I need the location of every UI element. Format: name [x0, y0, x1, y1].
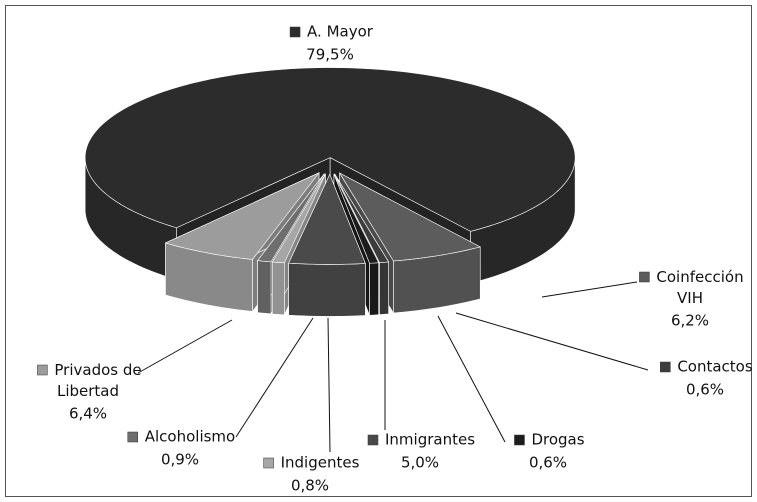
- category-label: A. Mayor: [307, 23, 374, 41]
- slice-top: [334, 173, 390, 263]
- leader-line: [455, 312, 649, 371]
- leader-line: [137, 319, 233, 374]
- leader-line: [327, 317, 331, 453]
- category-label: Inmigrantes: [385, 431, 475, 449]
- slice-top: [257, 173, 325, 263]
- category-label: Privados de Libertad: [54, 361, 141, 400]
- leader-line: [437, 315, 506, 443]
- legend-swatch: [263, 457, 274, 469]
- legend-swatch: [660, 361, 671, 373]
- slice-top: [84, 67, 576, 232]
- category-label: Coinfección VIH: [656, 268, 743, 307]
- slice-top: [338, 172, 482, 262]
- slice-top: [271, 173, 326, 264]
- slice-top: [333, 174, 380, 264]
- category-label: Indigentes: [281, 454, 360, 472]
- value-label: 0,9%: [161, 451, 199, 469]
- slice-top: [164, 172, 320, 260]
- value-label: 79,5%: [306, 46, 354, 64]
- legend-swatch: [289, 26, 301, 38]
- legend-swatch: [37, 364, 48, 376]
- value-label: 6,2%: [671, 312, 709, 330]
- slice-wall: [257, 260, 272, 315]
- slice-wall: [271, 261, 285, 316]
- value-label: 6,4%: [69, 405, 107, 423]
- slice-wall: [369, 262, 379, 316]
- leader-line: [235, 317, 314, 438]
- slice-wall: [288, 262, 366, 317]
- category-label: Drogas: [531, 431, 584, 449]
- legend-swatch: [514, 434, 525, 446]
- leader-line: [541, 281, 638, 298]
- pie: [84, 67, 576, 317]
- slice: [288, 173, 366, 317]
- value-label: 0,6%: [686, 381, 724, 399]
- slice-wall: [379, 261, 389, 315]
- legend-swatch: [367, 434, 379, 446]
- legend-swatch: [127, 431, 139, 443]
- value-label: 5,0%: [401, 454, 439, 472]
- legend-swatch: [639, 271, 650, 283]
- category-label: Contactos: [677, 358, 753, 376]
- labels: A. Mayor 79,5% Coinfección VIH 6,2% Contactos…: [37, 23, 753, 495]
- slice-top: [288, 173, 366, 265]
- category-label: Alcoholismo: [145, 428, 235, 446]
- value-label: 0,8%: [291, 477, 329, 495]
- value-label: 0,6%: [529, 454, 567, 472]
